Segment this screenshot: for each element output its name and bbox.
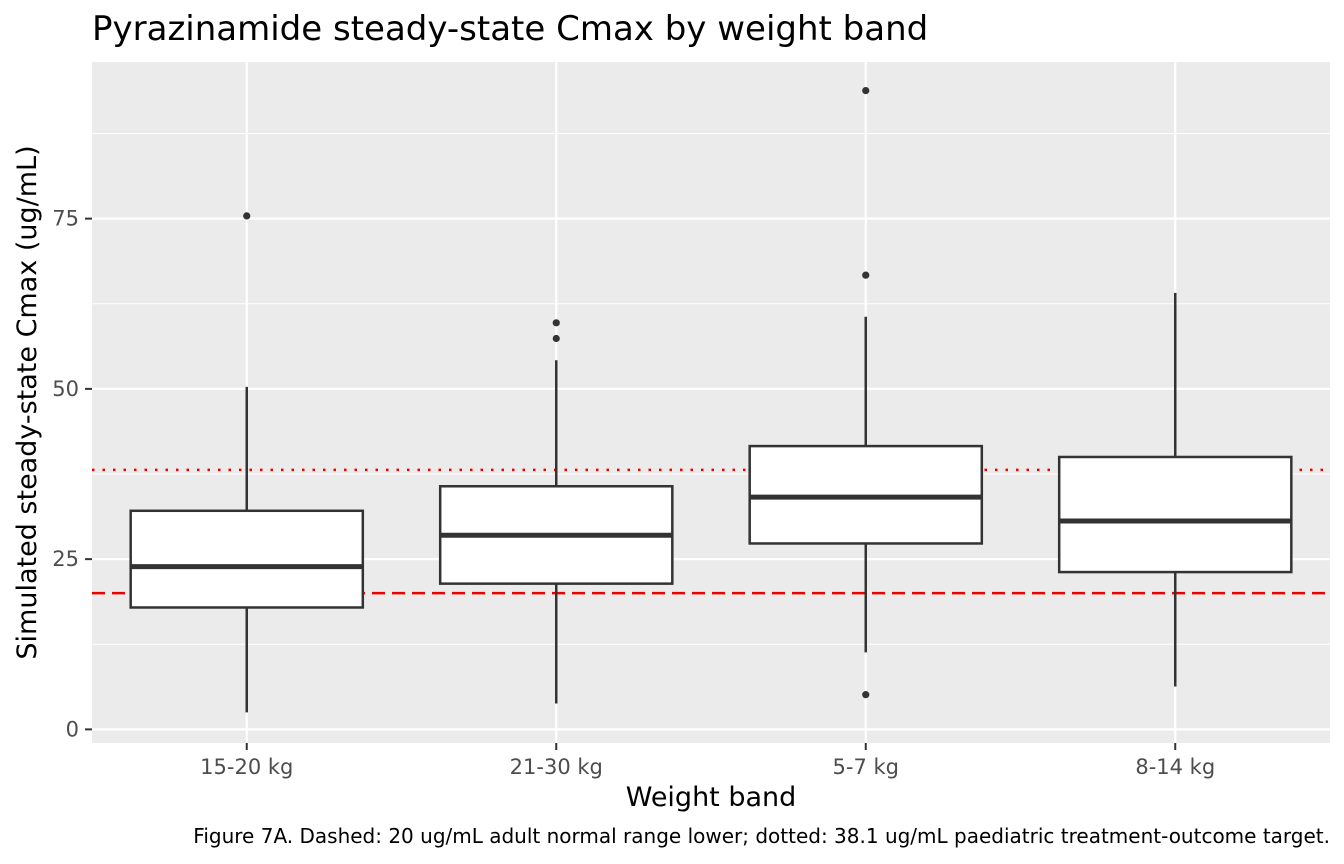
box-8-14kg xyxy=(1057,292,1293,687)
y-axis-title: Simulated steady-state Cmax (ug/mL) xyxy=(12,145,43,659)
outlier-point xyxy=(552,319,560,327)
boxes xyxy=(129,87,1293,713)
box-5-7kg xyxy=(748,87,984,699)
x-tick-label: 5-7 kg xyxy=(833,755,899,779)
box-21-30kg xyxy=(438,319,674,704)
plot-panel xyxy=(92,62,1330,743)
axes: 0 25 50 75 15-20 kg 21-30 kg 5-7 kg 8-14 kg xyxy=(52,207,1215,779)
outlier-point xyxy=(243,212,251,220)
y-tick-label: 0 xyxy=(66,717,79,741)
y-tick-label: 50 xyxy=(52,377,79,401)
iqr-box xyxy=(1057,455,1293,574)
iqr-box xyxy=(129,509,365,609)
outlier-point xyxy=(862,271,870,279)
chart-title: Pyrazinamide steady-state Cmax by weight… xyxy=(92,9,928,49)
figure-caption: Figure 7A. Dashed: 20 ug/mL adult normal… xyxy=(193,824,1330,848)
x-axis-title: Weight band xyxy=(626,782,797,813)
x-tick-label: 8-14 kg xyxy=(1135,755,1215,779)
x-tick-label: 15-20 kg xyxy=(200,755,293,779)
y-tick-label: 75 xyxy=(52,207,79,231)
y-tick-label: 25 xyxy=(52,547,79,571)
x-tick-label: 21-30 kg xyxy=(510,755,603,779)
box-15-20kg xyxy=(129,212,365,713)
outlier-point xyxy=(552,334,560,343)
outlier-point xyxy=(862,87,870,95)
outlier-point xyxy=(862,691,870,699)
